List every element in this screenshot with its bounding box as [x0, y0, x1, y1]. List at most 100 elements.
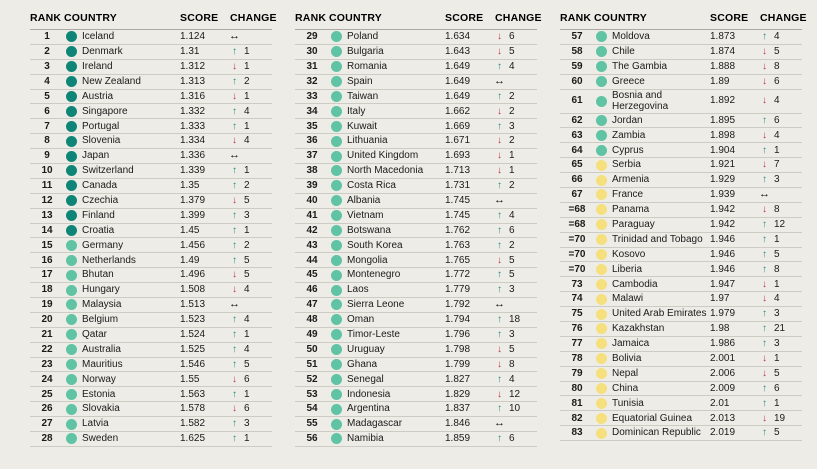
change-cell: ↑ 3: [758, 308, 802, 320]
score-value: 1.669: [445, 120, 471, 132]
ranking-table-3: RANK COUNTRY SCORE CHANGE 57 Moldova 1.8…: [560, 12, 807, 469]
change-value: 5: [244, 358, 250, 370]
change-cell: ↑ 1: [228, 433, 272, 445]
peace-tier-dot-icon: [596, 278, 607, 290]
rank-value: 64: [571, 144, 583, 156]
score-value: 1.316: [180, 90, 206, 102]
rank-value: 14: [41, 224, 53, 236]
peace-tier-dot-icon: [596, 308, 607, 320]
score-value: 2.01: [710, 397, 730, 409]
rank-value: 15: [41, 239, 53, 251]
peace-tier-dot-icon: [596, 427, 607, 439]
peace-tier-dot-icon: [66, 433, 77, 445]
table-row: 50 Uruguay 1.798 ↓ 5: [295, 343, 537, 358]
table-row: 11 Canada 1.35 ↑ 2: [30, 179, 272, 194]
change-arrow-icon: ↓: [232, 284, 237, 296]
table-row: 24 Norway 1.55 ↓ 6: [30, 372, 272, 388]
change-value: 5: [509, 254, 515, 266]
change-cell: ↑ 4: [228, 314, 272, 326]
country-name: Bulgaria: [347, 46, 384, 58]
country-name: Bolivia: [612, 353, 642, 364]
change-cell: ↓ 6: [228, 403, 272, 415]
peace-tier-dot-icon: [331, 46, 342, 58]
change-cell: ↓ 1: [228, 91, 272, 103]
table-row: 18 Hungary 1.508 ↓ 4: [30, 283, 272, 299]
score-value: 1.643: [445, 46, 471, 58]
table-row: 22 Australia 1.525 ↑ 4: [30, 343, 272, 358]
change-cell: ↑ 3: [493, 284, 537, 296]
change-cell: ↔: [228, 31, 272, 43]
peace-tier-dot-icon: [331, 299, 342, 311]
country-name: Estonia: [82, 388, 116, 400]
country-name: Japan: [82, 150, 110, 162]
country-name: Ghana: [347, 358, 378, 370]
change-arrow-icon: ↓: [762, 159, 767, 171]
score-value: 1.89: [710, 75, 730, 87]
change-arrow-icon: ↓: [762, 293, 767, 305]
table-row: 17 Bhutan 1.496 ↓ 5: [30, 268, 272, 284]
table-row: 26 Slovakia 1.578 ↓ 6: [30, 402, 272, 418]
peace-tier-dot-icon: [331, 314, 342, 326]
peace-tier-dot-icon: [66, 239, 77, 251]
peace-tier-dot-icon: [596, 144, 607, 156]
table-row: 77 Jamaica 1.986 ↑ 3: [560, 337, 802, 352]
change-cell: ↑ 4: [493, 61, 537, 73]
change-arrow-icon: ↑: [232, 358, 237, 370]
rank-value: =68: [568, 204, 586, 216]
change-arrow-icon: ↑: [497, 373, 502, 385]
country-name: Senegal: [347, 373, 384, 385]
peace-tier-dot-icon: [66, 254, 77, 266]
rank-value: 82: [571, 412, 583, 424]
change-cell: ↔: [228, 299, 272, 311]
change-arrow-icon: ↔: [494, 74, 505, 87]
score-value: 1.339: [180, 165, 206, 177]
peace-tier-dot-icon: [596, 115, 607, 126]
score-value: 1.334: [180, 135, 206, 147]
change-arrow-icon: ↓: [497, 388, 502, 400]
rank-value: 33: [306, 90, 318, 102]
peace-tier-dot-icon: [66, 314, 77, 326]
table-row: 14 Croatia 1.45 ↑ 1: [30, 224, 272, 239]
country-name: Finland: [82, 209, 115, 221]
change-arrow-icon: ↑: [232, 343, 237, 355]
country-name: Singapore: [82, 105, 128, 117]
change-value: 8: [509, 358, 515, 370]
change-cell: ↑ 4: [228, 344, 272, 356]
score-value: 1.693: [445, 150, 471, 162]
country-name: Latvia: [82, 418, 109, 430]
country-name: Botswana: [347, 224, 391, 236]
change-value: 5: [509, 46, 515, 58]
table-row: 6 Singapore 1.332 ↑ 4: [30, 104, 272, 120]
rank-value: 41: [306, 209, 318, 221]
change-value: 6: [244, 403, 250, 415]
country-name: United Arab Emirates: [612, 308, 707, 320]
change-cell: ↓ 8: [758, 204, 802, 216]
table-row: =70 Kosovo 1.946 ↑ 5: [560, 248, 802, 263]
rank-value: 56: [306, 433, 318, 445]
rank-value: 22: [41, 343, 53, 355]
rank-value: 58: [571, 46, 583, 58]
change-value: 2: [244, 239, 250, 251]
table-row: 83 Dominican Republic 2.019 ↑ 5: [560, 426, 802, 442]
table-row: 25 Estonia 1.563 ↑ 1: [30, 387, 272, 403]
change-value: 4: [244, 314, 250, 326]
table-row: 10 Switzerland 1.339 ↑ 1: [30, 164, 272, 179]
score-value: 1.35: [180, 180, 200, 192]
score-value: 1.947: [710, 278, 736, 290]
rank-value: 32: [306, 75, 318, 87]
score-value: 1.313: [180, 75, 206, 87]
country-name: Albania: [347, 194, 381, 206]
change-arrow-icon: ↔: [494, 417, 505, 430]
change-arrow-icon: ↓: [232, 269, 237, 281]
country-name: Lithuania: [347, 135, 388, 147]
table-row: 2 Denmark 1.31 ↑ 1: [30, 45, 272, 60]
country-name: Austria: [82, 90, 114, 102]
change-value: 1: [774, 353, 780, 364]
change-cell: ↓ 6: [758, 76, 802, 88]
change-arrow-icon: ↓: [497, 254, 502, 266]
change-cell: ↑ 1: [228, 225, 272, 237]
peace-tier-dot-icon: [331, 344, 342, 356]
change-value: 4: [509, 60, 515, 72]
change-value: 6: [244, 373, 250, 385]
rank-value: 26: [41, 403, 53, 415]
